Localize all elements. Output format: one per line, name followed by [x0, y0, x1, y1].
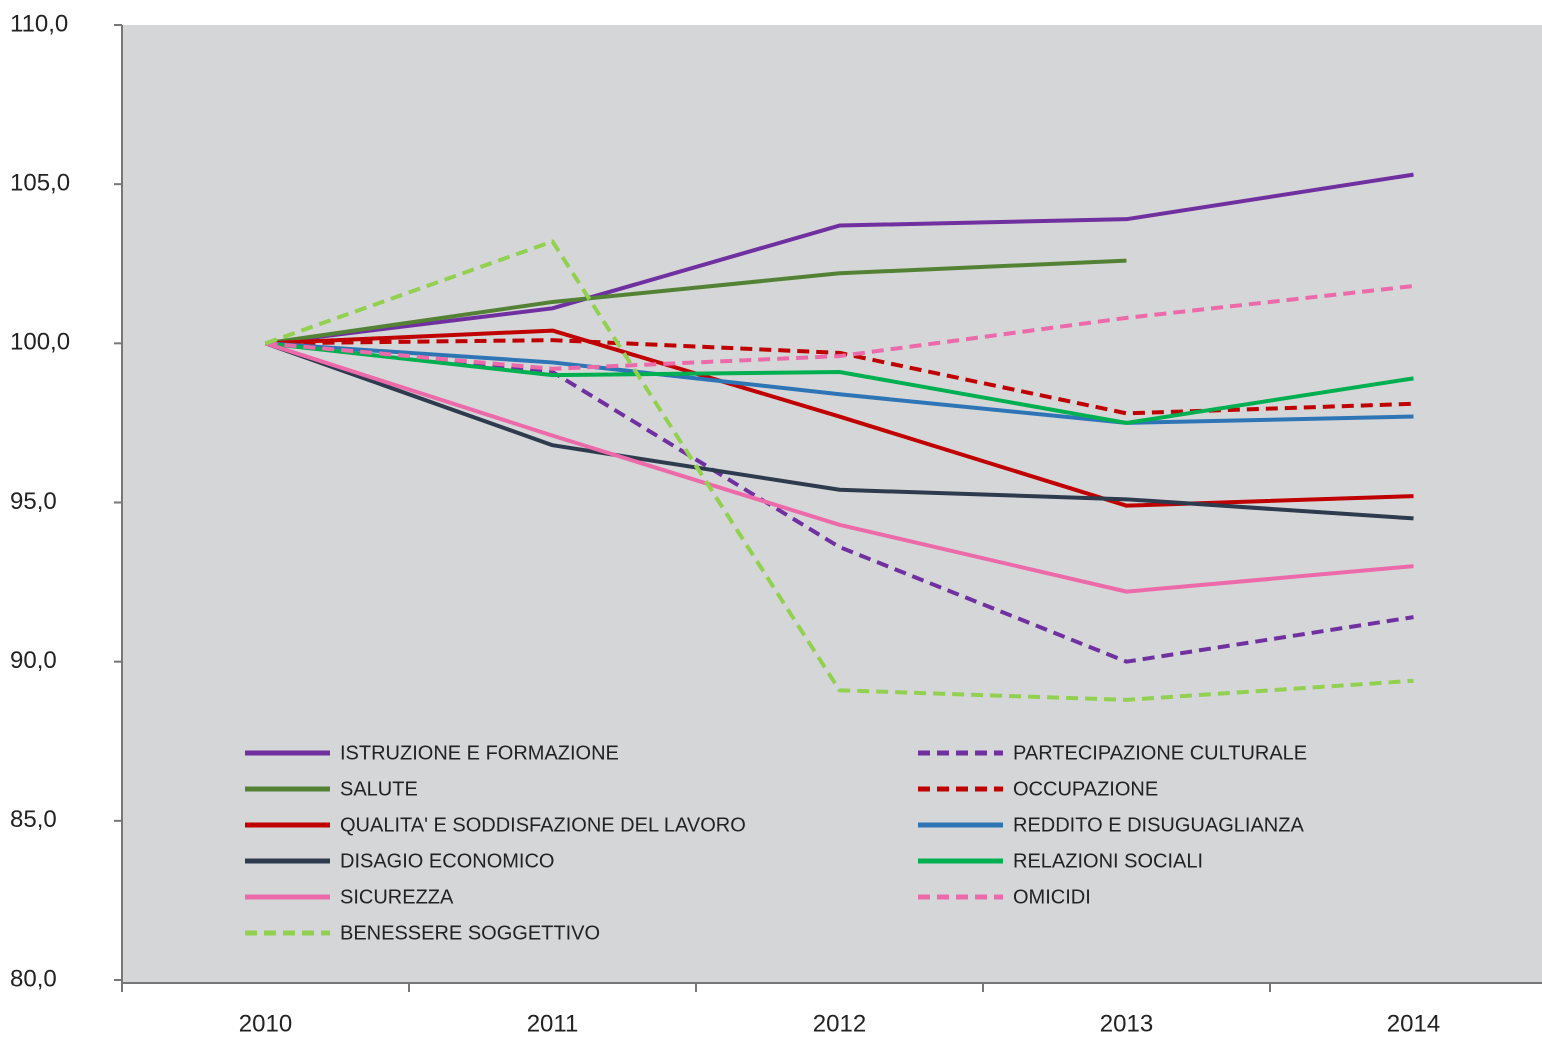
y-tick-label: 95,0: [10, 488, 57, 515]
y-tick-label: 90,0: [10, 647, 57, 674]
legend-label: REDDITO E DISUGUAGLIANZA: [1013, 814, 1304, 836]
series-line: [264, 341, 1414, 594]
series-line: [265, 258, 1127, 346]
legend-label: ISTRUZIONE E FORMAZIONE: [340, 742, 619, 764]
plot-area: [122, 25, 1542, 983]
x-tick-label: 2012: [813, 1010, 866, 1037]
legend-label: PARTECIPAZIONE CULTURALE: [1013, 742, 1307, 764]
legend-label: OCCUPAZIONE: [1013, 778, 1158, 800]
x-tick-label: 2014: [1387, 1010, 1440, 1037]
legend-label: DISAGIO ECONOMICO: [340, 850, 554, 872]
legend-label: SICUREZZA: [340, 886, 454, 908]
series-line: [264, 239, 1414, 702]
y-tick-label: 100,0: [10, 329, 70, 356]
series-line: [265, 341, 1414, 425]
series-line: [265, 172, 1414, 346]
y-tick-label: 80,0: [10, 965, 57, 992]
y-tick-label: 110,0: [10, 10, 68, 37]
series-line: [265, 341, 1414, 425]
y-tick-label: 105,0: [10, 170, 70, 197]
series-line: [265, 328, 1414, 508]
x-tick-label: 2011: [527, 1010, 579, 1037]
series-line: [265, 341, 1414, 664]
x-tick-label: 2010: [239, 1010, 292, 1037]
series-line: [265, 338, 1414, 416]
legend-label: OMICIDI: [1013, 886, 1091, 908]
legend-label: QUALITA' E SODDISFAZIONE DEL LAVORO: [340, 814, 746, 836]
legend-label: BENESSERE SOGGETTIVO: [340, 922, 600, 944]
y-tick-label: 85,0: [10, 806, 57, 833]
legend-label: SALUTE: [340, 778, 418, 800]
series-line: [264, 341, 1414, 521]
legend-label: RELAZIONI SOCIALI: [1013, 850, 1203, 872]
series-line: [265, 284, 1414, 371]
x-tick-label: 2013: [1100, 1010, 1153, 1037]
